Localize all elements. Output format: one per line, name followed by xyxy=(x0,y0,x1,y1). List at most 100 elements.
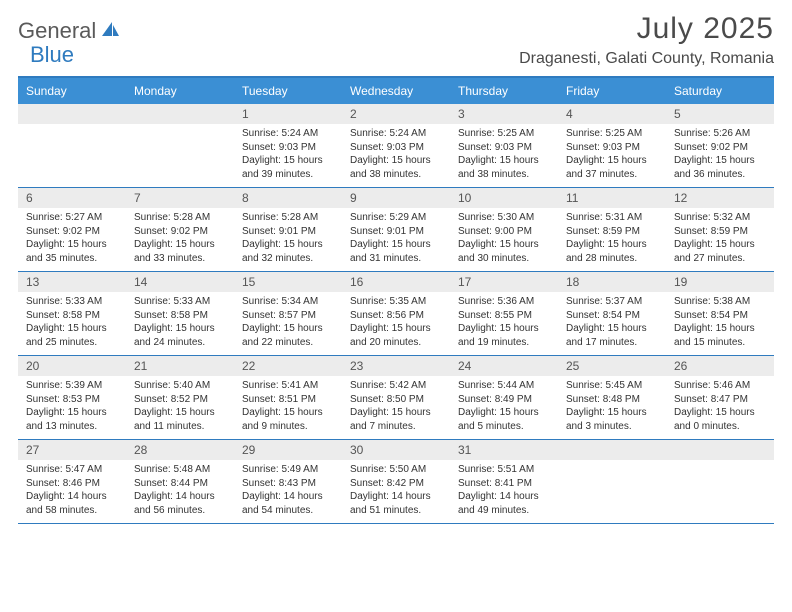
title-block: July 2025 Draganesti, Galati County, Rom… xyxy=(519,12,774,68)
day-number: 29 xyxy=(234,440,342,460)
daylight-text: Daylight: 15 hours and 38 minutes. xyxy=(350,154,442,181)
daylight-text: Daylight: 15 hours and 30 minutes. xyxy=(458,238,550,265)
sunset-text: Sunset: 8:55 PM xyxy=(458,309,550,323)
day-number: 11 xyxy=(558,188,666,208)
daylight-text: Daylight: 15 hours and 11 minutes. xyxy=(134,406,226,433)
day-number: 15 xyxy=(234,272,342,292)
day-number: 6 xyxy=(18,188,126,208)
day-number xyxy=(558,440,666,460)
daylight-text: Daylight: 15 hours and 37 minutes. xyxy=(566,154,658,181)
day-cell: 30Sunrise: 5:50 AMSunset: 8:42 PMDayligh… xyxy=(342,440,450,523)
sunset-text: Sunset: 9:00 PM xyxy=(458,225,550,239)
day-info: Sunrise: 5:48 AMSunset: 8:44 PMDaylight:… xyxy=(126,460,234,523)
sunrise-text: Sunrise: 5:36 AM xyxy=(458,295,550,309)
daylight-text: Daylight: 15 hours and 19 minutes. xyxy=(458,322,550,349)
day-number xyxy=(18,104,126,124)
day-header: Friday xyxy=(558,78,666,104)
day-info: Sunrise: 5:24 AMSunset: 9:03 PMDaylight:… xyxy=(234,124,342,187)
day-info: Sunrise: 5:51 AMSunset: 8:41 PMDaylight:… xyxy=(450,460,558,523)
day-cell: 29Sunrise: 5:49 AMSunset: 8:43 PMDayligh… xyxy=(234,440,342,523)
day-number: 30 xyxy=(342,440,450,460)
sunset-text: Sunset: 9:01 PM xyxy=(350,225,442,239)
sunset-text: Sunset: 8:43 PM xyxy=(242,477,334,491)
day-info: Sunrise: 5:36 AMSunset: 8:55 PMDaylight:… xyxy=(450,292,558,355)
weeks-container: 1Sunrise: 5:24 AMSunset: 9:03 PMDaylight… xyxy=(18,104,774,524)
daylight-text: Daylight: 15 hours and 31 minutes. xyxy=(350,238,442,265)
daylight-text: Daylight: 15 hours and 33 minutes. xyxy=(134,238,226,265)
day-number: 22 xyxy=(234,356,342,376)
day-info: Sunrise: 5:44 AMSunset: 8:49 PMDaylight:… xyxy=(450,376,558,439)
day-cell: 28Sunrise: 5:48 AMSunset: 8:44 PMDayligh… xyxy=(126,440,234,523)
day-cell: 23Sunrise: 5:42 AMSunset: 8:50 PMDayligh… xyxy=(342,356,450,439)
day-cell: 26Sunrise: 5:46 AMSunset: 8:47 PMDayligh… xyxy=(666,356,774,439)
day-number: 2 xyxy=(342,104,450,124)
daylight-text: Daylight: 14 hours and 56 minutes. xyxy=(134,490,226,517)
sunrise-text: Sunrise: 5:24 AM xyxy=(350,127,442,141)
month-title: July 2025 xyxy=(519,12,774,46)
daylight-text: Daylight: 15 hours and 20 minutes. xyxy=(350,322,442,349)
day-cell: 17Sunrise: 5:36 AMSunset: 8:55 PMDayligh… xyxy=(450,272,558,355)
day-info: Sunrise: 5:39 AMSunset: 8:53 PMDaylight:… xyxy=(18,376,126,439)
day-header: Wednesday xyxy=(342,78,450,104)
day-number: 31 xyxy=(450,440,558,460)
daylight-text: Daylight: 15 hours and 0 minutes. xyxy=(674,406,766,433)
day-number: 8 xyxy=(234,188,342,208)
sunset-text: Sunset: 9:03 PM xyxy=(458,141,550,155)
day-cell: 19Sunrise: 5:38 AMSunset: 8:54 PMDayligh… xyxy=(666,272,774,355)
sunset-text: Sunset: 9:03 PM xyxy=(566,141,658,155)
day-info: Sunrise: 5:49 AMSunset: 8:43 PMDaylight:… xyxy=(234,460,342,523)
sunrise-text: Sunrise: 5:28 AM xyxy=(134,211,226,225)
day-number: 9 xyxy=(342,188,450,208)
day-cell xyxy=(558,440,666,523)
sunrise-text: Sunrise: 5:26 AM xyxy=(674,127,766,141)
sunrise-text: Sunrise: 5:45 AM xyxy=(566,379,658,393)
day-cell: 31Sunrise: 5:51 AMSunset: 8:41 PMDayligh… xyxy=(450,440,558,523)
daylight-text: Daylight: 15 hours and 24 minutes. xyxy=(134,322,226,349)
sunset-text: Sunset: 9:01 PM xyxy=(242,225,334,239)
sunset-text: Sunset: 8:49 PM xyxy=(458,393,550,407)
daylight-text: Daylight: 15 hours and 5 minutes. xyxy=(458,406,550,433)
sunrise-text: Sunrise: 5:42 AM xyxy=(350,379,442,393)
sunset-text: Sunset: 8:56 PM xyxy=(350,309,442,323)
daylight-text: Daylight: 15 hours and 35 minutes. xyxy=(26,238,118,265)
daylight-text: Daylight: 14 hours and 54 minutes. xyxy=(242,490,334,517)
day-number: 4 xyxy=(558,104,666,124)
sunset-text: Sunset: 8:44 PM xyxy=(134,477,226,491)
sunset-text: Sunset: 8:58 PM xyxy=(134,309,226,323)
daylight-text: Daylight: 15 hours and 3 minutes. xyxy=(566,406,658,433)
sunset-text: Sunset: 8:53 PM xyxy=(26,393,118,407)
sunset-text: Sunset: 9:02 PM xyxy=(674,141,766,155)
sunset-text: Sunset: 8:57 PM xyxy=(242,309,334,323)
sunrise-text: Sunrise: 5:41 AM xyxy=(242,379,334,393)
day-header: Tuesday xyxy=(234,78,342,104)
sunset-text: Sunset: 8:41 PM xyxy=(458,477,550,491)
daylight-text: Daylight: 15 hours and 28 minutes. xyxy=(566,238,658,265)
header: General July 2025 Draganesti, Galati Cou… xyxy=(18,12,774,68)
day-cell xyxy=(126,104,234,187)
day-cell: 6Sunrise: 5:27 AMSunset: 9:02 PMDaylight… xyxy=(18,188,126,271)
sunset-text: Sunset: 9:03 PM xyxy=(350,141,442,155)
day-info: Sunrise: 5:34 AMSunset: 8:57 PMDaylight:… xyxy=(234,292,342,355)
sunset-text: Sunset: 8:58 PM xyxy=(26,309,118,323)
sunrise-text: Sunrise: 5:51 AM xyxy=(458,463,550,477)
day-cell: 1Sunrise: 5:24 AMSunset: 9:03 PMDaylight… xyxy=(234,104,342,187)
day-number: 20 xyxy=(18,356,126,376)
logo-sail-icon xyxy=(100,20,120,43)
day-info: Sunrise: 5:32 AMSunset: 8:59 PMDaylight:… xyxy=(666,208,774,271)
sunrise-text: Sunrise: 5:50 AM xyxy=(350,463,442,477)
day-number: 19 xyxy=(666,272,774,292)
day-cell xyxy=(666,440,774,523)
day-cell: 24Sunrise: 5:44 AMSunset: 8:49 PMDayligh… xyxy=(450,356,558,439)
day-info: Sunrise: 5:38 AMSunset: 8:54 PMDaylight:… xyxy=(666,292,774,355)
sunrise-text: Sunrise: 5:27 AM xyxy=(26,211,118,225)
day-info: Sunrise: 5:37 AMSunset: 8:54 PMDaylight:… xyxy=(558,292,666,355)
day-info: Sunrise: 5:47 AMSunset: 8:46 PMDaylight:… xyxy=(18,460,126,523)
day-cell: 5Sunrise: 5:26 AMSunset: 9:02 PMDaylight… xyxy=(666,104,774,187)
day-cell: 20Sunrise: 5:39 AMSunset: 8:53 PMDayligh… xyxy=(18,356,126,439)
sunset-text: Sunset: 8:59 PM xyxy=(674,225,766,239)
day-info: Sunrise: 5:40 AMSunset: 8:52 PMDaylight:… xyxy=(126,376,234,439)
sunset-text: Sunset: 8:59 PM xyxy=(566,225,658,239)
sunset-text: Sunset: 9:02 PM xyxy=(134,225,226,239)
sunset-text: Sunset: 8:54 PM xyxy=(566,309,658,323)
sunrise-text: Sunrise: 5:31 AM xyxy=(566,211,658,225)
